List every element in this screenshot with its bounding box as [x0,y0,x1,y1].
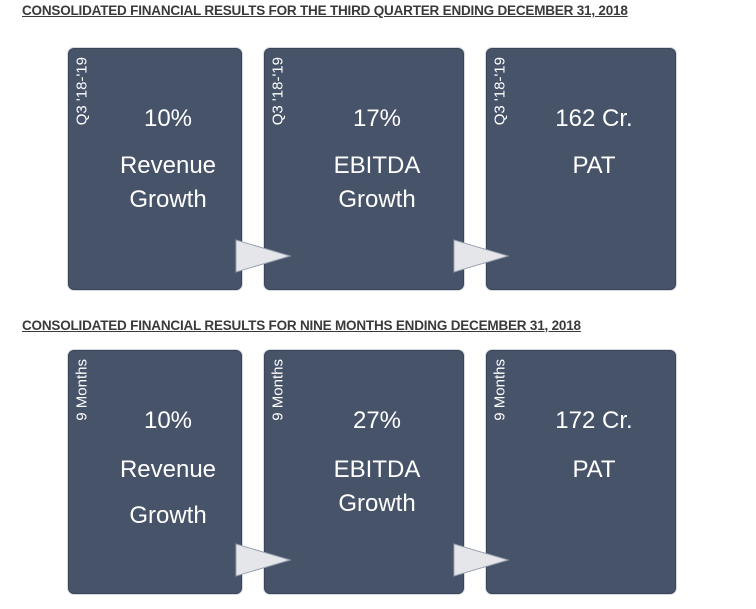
card-value: 10% [143,105,193,132]
arrow-right-icon [453,239,510,273]
card-value: 162 Cr. [555,105,633,132]
card-label-line1: Revenue [119,152,217,179]
card-label-line2: Growth [129,186,207,213]
card-label-line1: PAT [572,456,616,483]
quarter-pat-card: Q3 '18-'19 162 Cr. PAT [486,48,676,290]
card-label-line2: Growth [338,490,416,517]
card-value: 27% [352,407,402,434]
nine-months-section-heading: CONSOLIDATED FINANCIAL RESULTS FOR NINE … [22,318,581,333]
quarter-section-heading: CONSOLIDATED FINANCIAL RESULTS FOR THE T… [22,3,628,18]
card-value: 10% [143,407,193,434]
nine-months-revenue-card: 9 Months 10% Revenue Growth [68,350,242,594]
card-label-line2: Growth [338,186,416,213]
quarter-revenue-card: Q3 '18-'19 10% Revenue Growth [68,48,242,290]
card-label-line2: Growth [129,502,207,529]
arrow-right-icon [453,543,510,577]
card-label-line1: EBITDA [333,456,421,483]
card-value: 17% [352,105,402,132]
card-label-line1: PAT [572,152,616,179]
arrow-right-icon [235,543,292,577]
card-value: 172 Cr. [555,407,633,434]
card-period-label: 9 Months [73,359,91,421]
arrow-right-icon [235,239,292,273]
card-label-line1: EBITDA [333,152,421,179]
quarter-ebitda-card: Q3 '18-'19 17% EBITDA Growth [264,48,464,290]
nine-months-pat-card: 9 Months 172 Cr. PAT [486,350,676,594]
card-label-line1: Revenue [119,456,217,483]
nine-months-ebitda-card: 9 Months 27% EBITDA Growth [264,350,464,594]
card-period-label: Q3 '18-'19 [73,57,91,126]
